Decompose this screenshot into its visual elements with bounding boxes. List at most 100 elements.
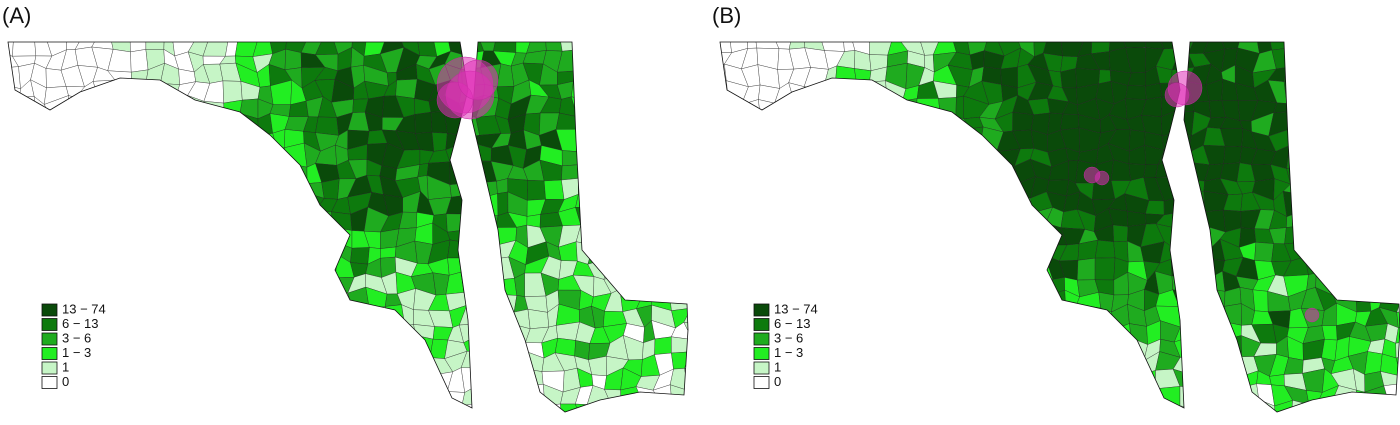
tract <box>81 243 100 265</box>
tract <box>302 335 323 360</box>
tract <box>107 159 133 182</box>
tract <box>712 130 727 151</box>
tract <box>126 322 148 344</box>
tract <box>1300 113 1324 132</box>
tract <box>874 390 884 404</box>
tract <box>1171 258 1192 276</box>
tract <box>2 114 18 133</box>
tract <box>761 164 779 181</box>
tract <box>724 400 746 420</box>
tract <box>637 401 661 420</box>
tract <box>688 49 706 72</box>
tract <box>1171 245 1191 260</box>
tract <box>286 229 305 244</box>
tract <box>464 214 483 230</box>
tract <box>703 32 721 52</box>
tract <box>227 290 241 311</box>
tract <box>741 99 760 118</box>
tract <box>938 324 955 344</box>
tract <box>496 369 513 393</box>
tract <box>608 196 626 209</box>
tract <box>212 290 229 308</box>
tract <box>94 336 114 359</box>
tract <box>728 342 745 361</box>
tract <box>251 374 273 392</box>
tract <box>1018 402 1035 420</box>
tract <box>794 240 812 257</box>
tract <box>94 357 116 370</box>
tract <box>174 305 194 326</box>
tract <box>670 263 692 279</box>
tract <box>1365 351 1383 374</box>
tract <box>223 81 242 103</box>
tract <box>224 356 243 373</box>
tract <box>706 248 718 264</box>
tract <box>922 260 941 278</box>
tract <box>1030 339 1051 357</box>
tract <box>1319 64 1337 85</box>
tract <box>285 49 301 70</box>
tract <box>793 129 806 152</box>
tract <box>1173 177 1193 199</box>
tract <box>940 244 955 265</box>
tract <box>716 211 732 230</box>
tract <box>241 305 255 321</box>
tract <box>841 400 861 420</box>
tract <box>30 178 45 198</box>
tract <box>412 399 437 418</box>
tract <box>711 400 731 420</box>
tract <box>75 145 99 165</box>
tract <box>609 232 628 249</box>
tract <box>656 225 674 248</box>
tract <box>900 241 922 264</box>
tract <box>844 247 860 258</box>
tract <box>890 175 909 197</box>
tract <box>224 368 243 391</box>
tract <box>255 146 277 162</box>
tract <box>93 272 117 292</box>
tract <box>671 352 690 369</box>
tract <box>28 144 51 167</box>
tract <box>702 368 724 393</box>
tract <box>915 197 938 216</box>
tract <box>620 273 644 291</box>
tract <box>714 308 728 321</box>
tract <box>1191 416 1207 420</box>
tract <box>161 368 174 392</box>
tract <box>189 192 207 217</box>
tract <box>178 147 192 168</box>
tract <box>886 261 908 281</box>
tract <box>1348 245 1368 265</box>
tract <box>18 383 36 408</box>
tract <box>1077 258 1095 280</box>
tract <box>807 404 825 420</box>
tract <box>578 160 597 179</box>
tract <box>0 256 12 276</box>
tract <box>1043 416 1064 420</box>
tract <box>899 115 920 133</box>
tract <box>853 390 877 408</box>
tract <box>124 385 142 401</box>
tract <box>0 368 21 393</box>
tract <box>237 373 261 390</box>
tract <box>704 287 718 310</box>
tract <box>852 272 874 289</box>
tract <box>660 403 674 420</box>
tract <box>609 35 628 56</box>
tract <box>821 355 843 373</box>
tract <box>1363 51 1386 68</box>
tract <box>560 35 580 51</box>
tract <box>1001 67 1018 88</box>
tract <box>301 255 323 273</box>
tract <box>158 343 179 358</box>
legend-label: 13 − 74 <box>62 301 106 316</box>
tract <box>820 256 843 276</box>
tract <box>651 161 676 182</box>
tract <box>203 163 224 180</box>
tract <box>869 81 887 105</box>
tract <box>32 406 46 420</box>
tract <box>1348 226 1370 246</box>
tract <box>940 290 956 310</box>
tract <box>0 383 21 409</box>
tract <box>594 175 610 198</box>
